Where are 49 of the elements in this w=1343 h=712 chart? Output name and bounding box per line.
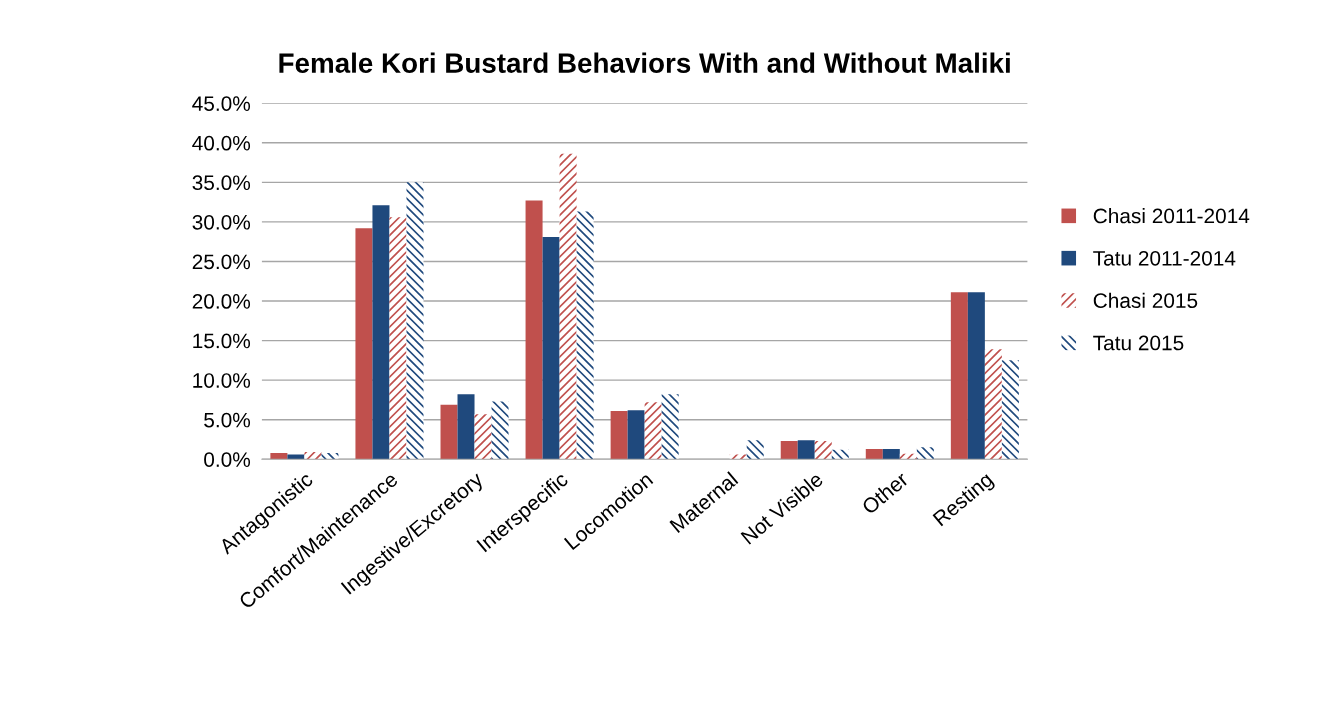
y-tick-label: 40.0% <box>192 135 251 151</box>
bar <box>780 441 798 460</box>
bar <box>440 404 458 460</box>
bar <box>270 452 288 460</box>
y-tick-label: 15.0% <box>193 333 251 349</box>
legend-label: Chasi 2015 <box>1093 292 1198 308</box>
bar <box>729 454 747 460</box>
y-tick-label: 20.0% <box>192 294 251 309</box>
bar <box>984 349 1002 460</box>
bar <box>559 153 577 460</box>
legend-label: Chasi 2011-2014 <box>1093 208 1250 224</box>
legend-label: Tatu 2015 <box>1093 335 1184 351</box>
bar <box>474 414 492 460</box>
y-tick-label: 10.0% <box>193 373 251 388</box>
bar <box>610 410 628 460</box>
y-tick-label: 25.0% <box>192 254 251 270</box>
bar <box>406 182 424 460</box>
bar <box>967 292 985 460</box>
bar <box>304 452 322 460</box>
bar <box>746 440 764 460</box>
y-tick-label: 5.0% <box>204 412 251 428</box>
bar <box>491 401 509 460</box>
bar <box>950 292 968 460</box>
y-tick-label: 0.0% <box>204 452 251 467</box>
bar <box>661 394 679 460</box>
bar <box>916 447 934 460</box>
bar <box>644 402 662 460</box>
bar <box>814 441 832 460</box>
bar <box>372 205 390 460</box>
bar <box>627 410 645 460</box>
bar <box>865 448 883 460</box>
bar <box>457 394 475 460</box>
y-tick-label: 35.0% <box>192 175 251 191</box>
bar <box>1001 360 1019 460</box>
y-tick-label: 45.0% <box>192 96 251 111</box>
bar <box>576 211 594 460</box>
bar <box>389 217 407 460</box>
chart-title: Female Kori Bustard Behaviors With and Without Maliki <box>279 52 1010 73</box>
bar <box>899 453 917 460</box>
bar <box>882 448 900 460</box>
y-tick-label: 30.0% <box>192 214 251 230</box>
bar <box>542 236 560 460</box>
bar <box>525 200 543 460</box>
bar <box>797 440 815 460</box>
bar <box>321 452 339 460</box>
bar <box>355 228 373 460</box>
bar <box>831 449 849 460</box>
bar <box>287 454 305 460</box>
legend-label: Tatu 2011-2014 <box>1093 250 1236 266</box>
